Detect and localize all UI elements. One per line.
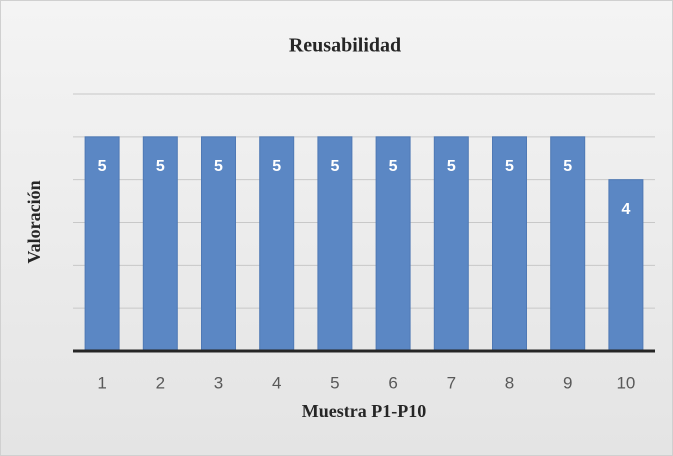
x-tick-label: 6 bbox=[388, 373, 397, 392]
data-label: 5 bbox=[156, 158, 165, 175]
data-label: 5 bbox=[389, 158, 398, 175]
data-label: 5 bbox=[505, 158, 514, 175]
y-axis-label: Valoración bbox=[24, 180, 44, 263]
bar bbox=[259, 136, 295, 352]
bar bbox=[550, 136, 586, 352]
bar bbox=[433, 136, 469, 352]
x-tick-label: 9 bbox=[563, 373, 572, 392]
x-tick-label: 7 bbox=[447, 373, 456, 392]
bar bbox=[608, 179, 644, 352]
data-label: 5 bbox=[447, 158, 456, 175]
bar bbox=[142, 136, 178, 352]
bar bbox=[317, 136, 353, 352]
x-tick-label: 10 bbox=[616, 373, 635, 392]
x-axis-label: Muestra P1-P10 bbox=[302, 401, 426, 421]
x-tick-label: 1 bbox=[97, 373, 106, 392]
bar bbox=[84, 136, 120, 352]
chart-title: Reusabilidad bbox=[289, 35, 401, 57]
data-label: 5 bbox=[563, 158, 572, 175]
data-label: 5 bbox=[98, 158, 107, 175]
x-tick-label: 2 bbox=[156, 373, 165, 392]
x-tick-label: 3 bbox=[214, 373, 223, 392]
data-label: 5 bbox=[330, 158, 339, 175]
x-tick-label: 4 bbox=[272, 373, 281, 392]
x-tick-label: 5 bbox=[330, 373, 339, 392]
bar bbox=[375, 136, 411, 352]
x-tick-label: 8 bbox=[505, 373, 514, 392]
data-label: 5 bbox=[272, 158, 281, 175]
data-label: 5 bbox=[214, 158, 223, 175]
data-label: 4 bbox=[621, 201, 630, 218]
bar bbox=[201, 136, 236, 352]
